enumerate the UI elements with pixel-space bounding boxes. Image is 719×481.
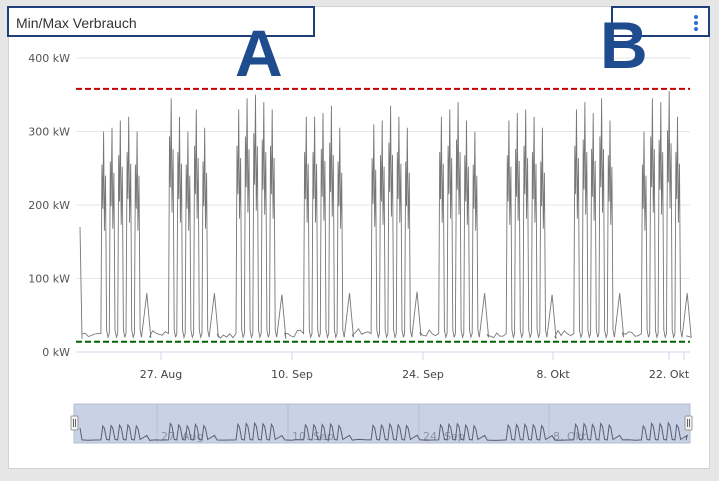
navigator-handle-left[interactable] (70, 415, 79, 431)
y-tick-label: 200 kW (28, 199, 70, 212)
chart-panel (8, 6, 710, 469)
x-tick-label: 10. Sep (271, 368, 313, 381)
navigator-series (79, 421, 688, 441)
x-tick-label: 24. Sep (402, 368, 444, 381)
series-layer (79, 91, 692, 340)
x-tick-label: 8. Okt (536, 368, 570, 381)
y-tick-label: 100 kW (28, 273, 70, 286)
plot-lines (76, 87, 690, 343)
vertical-dots-icon[interactable] (694, 15, 698, 33)
y-tick-label: 300 kW (28, 126, 70, 139)
series-line (79, 91, 692, 340)
y-axis: 0 kW 100 kW 200 kW 300 kW 400 kW (28, 52, 70, 359)
navigator-handle-right[interactable] (684, 415, 693, 431)
annotation-a: A (235, 16, 283, 90)
x-axis: 27. Aug 10. Sep 24. Sep 8. Okt 22. Okt (140, 352, 690, 381)
x-tick-label: 22. Okt (649, 368, 690, 381)
navigator-tick-label: 8. Okt (553, 430, 587, 443)
title-box: Min/Max Verbrauch (7, 6, 315, 37)
x-tick-label: 27. Aug (140, 368, 182, 381)
annotation-b: B (600, 8, 648, 82)
chart-title: Min/Max Verbrauch (16, 15, 137, 31)
y-tick-label: 0 kW (42, 346, 70, 359)
menu-button[interactable] (611, 6, 710, 37)
y-tick-label: 400 kW (28, 52, 70, 65)
navigator[interactable]: 27. Aug 10. Sep 24. Sep 8. Okt (70, 403, 693, 444)
